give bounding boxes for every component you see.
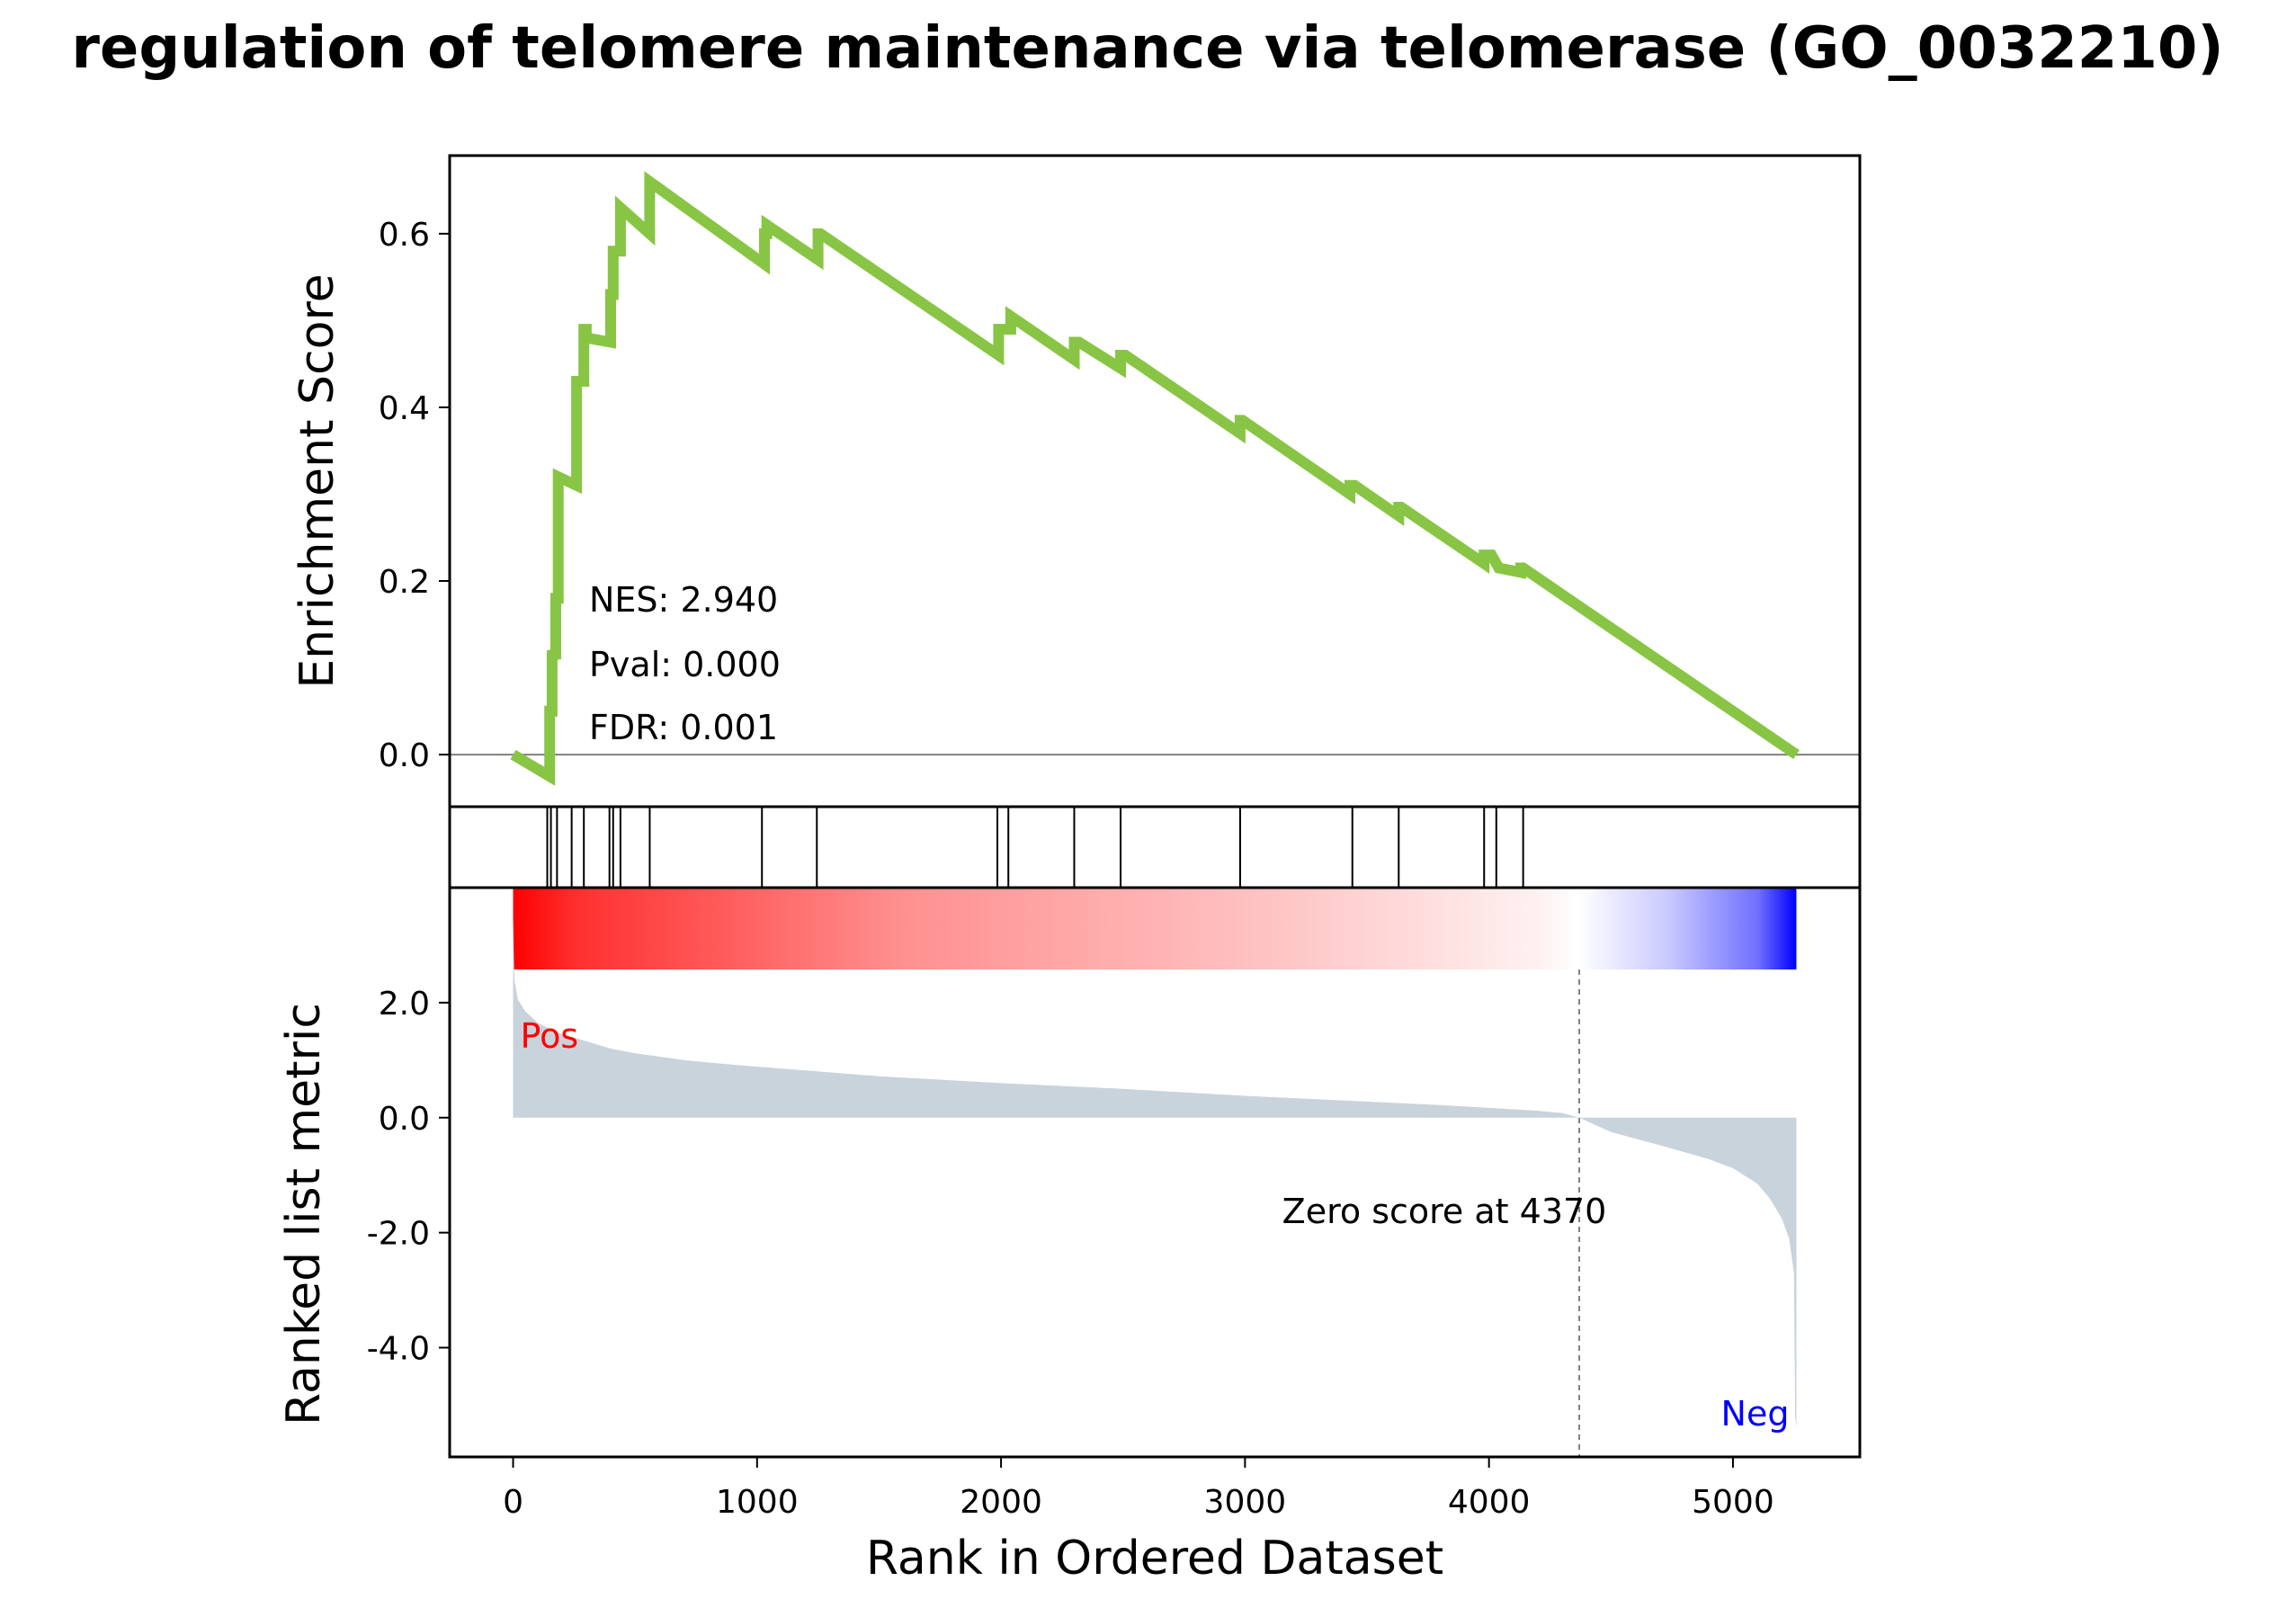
ranked-panel: Zero score at 4370 Pos Neg 2.0 0.0 -2.0 -4.…: [277, 886, 1862, 1459]
es-y-tick-label: 0.6: [379, 217, 430, 254]
rank-y-tick-label: -2.0: [367, 1216, 430, 1253]
rank-heatmap-bar: [513, 889, 1797, 969]
es-y-tick-label: 0.2: [379, 564, 430, 601]
zero-score-label: Zero score at 4370: [1282, 1192, 1607, 1231]
rank-y-tick-label: -4.0: [367, 1331, 430, 1368]
rank-y-axis-label: Ranked list metric: [277, 1003, 331, 1425]
es-y-tick-label: 0.0: [379, 737, 430, 774]
fdr-label: FDR: 0.001: [589, 708, 778, 747]
es-y-ticks: 0.0 0.2 0.4 0.6: [379, 217, 450, 774]
gene-hits: [546, 807, 1524, 888]
enrichment-score-line: [510, 171, 1800, 786]
es-y-axis-label: Enrichment Score: [290, 273, 344, 688]
hits-panel: [448, 805, 1862, 889]
x-ticks: 0 1000 2000 3000 4000 5000: [503, 1457, 1774, 1521]
nes-label: NES: 2.940: [589, 580, 778, 620]
neg-label: Neg: [1721, 1394, 1790, 1434]
pos-label: Pos: [521, 1016, 579, 1056]
x-axis-label: Rank in Ordered Dataset: [866, 1532, 1443, 1586]
chart-title: regulation of telomere maintenance via t…: [71, 15, 2223, 82]
x-tick-label: 3000: [1204, 1484, 1287, 1521]
rank-y-tick-label: 0.0: [379, 1101, 430, 1138]
hits-frame: [448, 805, 1862, 889]
x-tick-label: 0: [503, 1484, 523, 1521]
x-tick-label: 1000: [716, 1484, 799, 1521]
ranked-frame: [448, 886, 1862, 1459]
x-tick-label: 2000: [960, 1484, 1042, 1521]
x-tick-label: 5000: [1692, 1484, 1774, 1521]
ranked-metric-area: [513, 916, 1797, 1428]
x-tick-label: 4000: [1448, 1484, 1531, 1521]
rank-y-tick-label: 2.0: [379, 986, 430, 1023]
enrichment-panel: 0.0 0.2 0.4 0.6 NES: 2.940 Pval: 0.000 FDR:…: [290, 154, 1862, 808]
rank-y-ticks: 2.0 0.0 -2.0 -4.0: [367, 986, 450, 1368]
pval-label: Pval: 0.000: [589, 645, 781, 684]
es-y-tick-label: 0.4: [379, 390, 430, 427]
